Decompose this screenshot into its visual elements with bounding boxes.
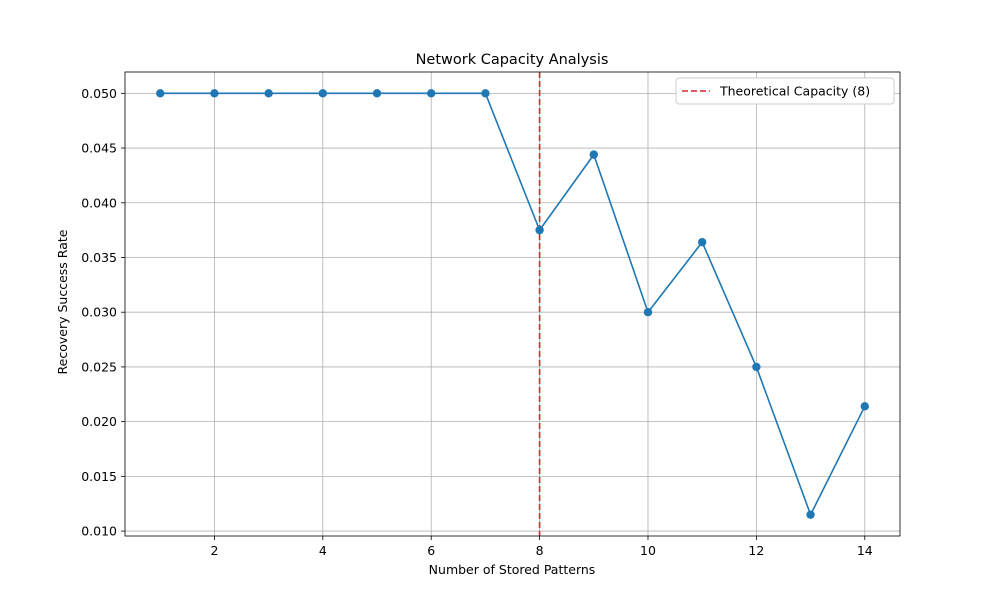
x-tick-label: 10 xyxy=(640,543,656,558)
data-point xyxy=(697,237,707,247)
x-tick-label: 12 xyxy=(748,543,764,558)
y-tick-label: 0.045 xyxy=(81,141,117,156)
data-point xyxy=(372,89,382,98)
legend: Theoretical Capacity (8) xyxy=(675,77,895,105)
data-point xyxy=(481,89,490,98)
y-axis-label: Recovery Success Rate xyxy=(55,229,70,374)
data-point xyxy=(427,89,436,98)
y-tick-label: 0.025 xyxy=(81,359,117,374)
data-point xyxy=(535,225,544,235)
y-axis-ticks: 0.010 0.015 0.020 0.025 0.030 0.035 0.040 0.045… xyxy=(81,86,125,539)
x-tick-label: 6 xyxy=(427,543,435,558)
data-point xyxy=(264,89,273,98)
x-axis-ticks: 2 4 6 8 10 12 14 xyxy=(210,536,873,558)
grid xyxy=(125,72,900,536)
x-tick-label: 4 xyxy=(319,543,327,558)
x-tick-label: 2 xyxy=(210,543,218,558)
series-line xyxy=(160,92,866,516)
data-point xyxy=(156,89,165,98)
data-point xyxy=(860,402,869,411)
chart-title: Network Capacity Analysis xyxy=(416,52,609,68)
y-tick-label: 0.030 xyxy=(81,305,117,320)
plot-frame xyxy=(124,71,901,537)
x-axis-label: Number of Stored Patterns xyxy=(429,562,596,577)
y-tick-label: 0.050 xyxy=(81,86,117,101)
legend-label: Theoretical Capacity (8) xyxy=(719,84,870,99)
data-point xyxy=(589,150,598,159)
legend-box xyxy=(675,77,895,105)
y-tick-label: 0.035 xyxy=(81,250,117,265)
data-point xyxy=(806,510,815,519)
y-tick-label: 0.010 xyxy=(81,524,117,539)
series xyxy=(156,89,869,519)
y-tick-label: 0.020 xyxy=(81,414,117,429)
y-tick-label: 0.015 xyxy=(81,469,117,484)
data-point xyxy=(643,308,653,317)
x-tick-label: 8 xyxy=(536,543,544,558)
data-point xyxy=(752,362,761,372)
y-tick-label: 0.040 xyxy=(81,195,117,210)
data-point xyxy=(210,89,219,98)
x-tick-label: 14 xyxy=(857,543,873,558)
data-point xyxy=(318,89,328,98)
